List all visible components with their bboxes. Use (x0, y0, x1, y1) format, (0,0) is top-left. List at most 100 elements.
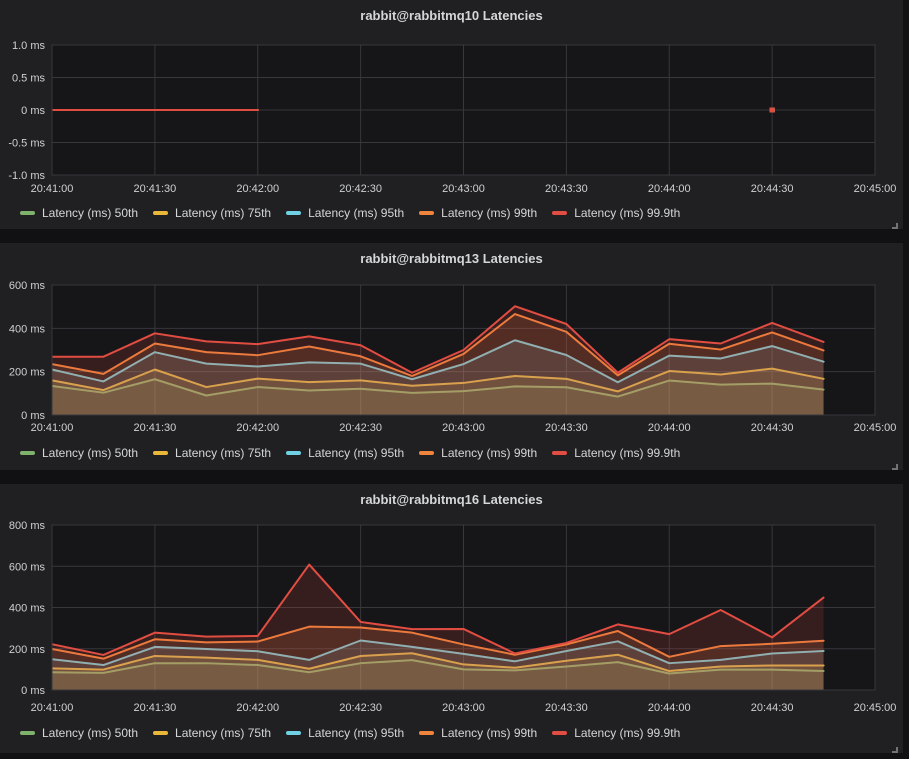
panel-rabbitmq10-latencies: rabbit@rabbitmq10 Latencies 20:41:00 20:4… (0, 0, 903, 229)
y-axis-tick-label: 0 ms (21, 410, 45, 422)
legend-item[interactable]: Latency (ms) 95th (286, 446, 404, 460)
legend-series-swatch-icon (20, 451, 35, 455)
legend-series-label: Latency (ms) 99th (441, 206, 538, 220)
chart-legend: Latency (ms) 50th Latency (ms) 75th Latenc… (20, 726, 695, 740)
legend-series-swatch-icon (20, 211, 35, 215)
series-latency-ms-99.9th (52, 305, 825, 415)
x-axis-tick-label: 20:42:00 (236, 702, 279, 714)
y-axis-tick-label: 600 ms (9, 280, 46, 292)
legend-item[interactable]: Latency (ms) 50th (20, 446, 138, 460)
panel-title[interactable]: rabbit@rabbitmq16 Latencies (360, 492, 543, 507)
y-axis-tick-label: 1.0 ms (12, 40, 46, 52)
y-axis-labels: -1.0 ms -0.5 ms 0 ms 0.5 ms 1.0 ms (8, 40, 45, 182)
y-axis-tick-label: 800 ms (9, 520, 46, 532)
x-axis-tick-label: 20:45:00 (854, 422, 897, 434)
series-latency-ms-75th (52, 652, 825, 690)
y-axis-tick-label: 400 ms (9, 323, 46, 335)
x-axis-tick-label: 20:44:30 (751, 422, 794, 434)
y-axis-tick-label: -1.0 ms (8, 170, 45, 182)
legend-series-swatch-icon (153, 451, 169, 455)
x-axis-tick-label: 20:43:00 (442, 702, 485, 714)
y-axis-tick-label: -0.5 ms (8, 138, 45, 150)
y-axis-tick-label: 0 ms (21, 685, 45, 697)
x-axis-tick-label: 20:44:00 (648, 183, 691, 195)
legend-item[interactable]: Latency (ms) 75th (153, 206, 271, 220)
isolated-data-point (769, 107, 775, 113)
legend-series-label: Latency (ms) 99.9th (574, 446, 681, 460)
panel-resize-handle[interactable] (889, 458, 899, 470)
panel-title[interactable]: rabbit@rabbitmq13 Latencies (360, 251, 543, 266)
legend-item[interactable]: Latency (ms) 99th (419, 206, 537, 220)
legend-series-label: Latency (ms) 99.9th (574, 726, 681, 740)
x-axis-tick-label: 20:44:30 (751, 702, 794, 714)
legend-series-label: Latency (ms) 75th (175, 206, 272, 220)
y-axis-labels: 0 ms 200 ms 400 ms 600 ms (9, 280, 46, 422)
panel-rabbitmq13-latencies: rabbit@rabbitmq13 Latencies 20:41:00 20:4… (0, 243, 903, 470)
panel-resize-handle[interactable] (889, 741, 899, 753)
legend-series-label: Latency (ms) 50th (42, 726, 139, 740)
legend-item[interactable]: Latency (ms) 50th (20, 726, 138, 740)
legend-series-swatch-icon (153, 731, 169, 735)
legend-series-swatch-icon (419, 731, 435, 735)
legend-item[interactable]: Latency (ms) 95th (286, 726, 404, 740)
x-axis-tick-label: 20:44:00 (648, 702, 691, 714)
panel-rabbitmq16-latencies: rabbit@rabbitmq16 Latencies 20:41:00 20:4… (0, 484, 903, 753)
x-axis-tick-label: 20:42:00 (236, 422, 279, 434)
y-axis-tick-label: 0 ms (21, 105, 45, 117)
x-axis-tick-label: 20:43:30 (545, 702, 588, 714)
x-axis-tick-label: 20:45:00 (854, 702, 897, 714)
legend-series-label: Latency (ms) 95th (308, 206, 405, 220)
x-axis-labels: 20:41:00 20:41:30 20:42:00 20:42:30 20:43:00… (31, 422, 897, 434)
legend-item[interactable]: Latency (ms) 99th (419, 726, 537, 740)
legend-series-swatch-icon (20, 731, 35, 735)
x-axis-labels: 20:41:00 20:41:30 20:42:00 20:42:30 20:43:00… (31, 183, 897, 195)
x-axis-tick-label: 20:41:00 (31, 702, 74, 714)
series-latency-ms-99th (52, 313, 825, 415)
x-axis-tick-label: 20:41:00 (31, 183, 74, 195)
panel-title[interactable]: rabbit@rabbitmq10 Latencies (360, 8, 543, 23)
x-axis-tick-label: 20:44:00 (648, 422, 691, 434)
series-latency-ms-99.9th (52, 563, 825, 690)
legend-item[interactable]: Latency (ms) 75th (153, 446, 271, 460)
legend-series-swatch-icon (286, 731, 302, 735)
series-latency-ms-95th (52, 639, 825, 690)
legend-series-swatch-icon (552, 211, 568, 215)
x-axis-tick-label: 20:43:30 (545, 422, 588, 434)
legend-item[interactable]: Latency (ms) 99.9th (552, 446, 680, 460)
y-axis-tick-label: 200 ms (9, 644, 46, 656)
x-axis-tick-label: 20:42:30 (339, 183, 382, 195)
legend-item[interactable]: Latency (ms) 95th (286, 206, 404, 220)
legend-item[interactable]: Latency (ms) 50th (20, 206, 138, 220)
x-axis-labels: 20:41:00 20:41:30 20:42:00 20:42:30 20:43:00… (31, 702, 897, 714)
legend-item[interactable]: Latency (ms) 99.9th (552, 206, 680, 220)
legend-series-label: Latency (ms) 95th (308, 446, 405, 460)
y-axis-tick-label: 200 ms (9, 367, 46, 379)
x-axis-tick-label: 20:44:30 (751, 183, 794, 195)
series-latency-ms-50th (52, 659, 825, 690)
y-axis-tick-label: 0.5 ms (12, 73, 46, 85)
legend-item[interactable]: Latency (ms) 75th (153, 726, 271, 740)
x-axis-tick-label: 20:42:30 (339, 702, 382, 714)
x-axis-tick-label: 20:43:00 (442, 422, 485, 434)
legend-series-label: Latency (ms) 99.9th (574, 206, 681, 220)
series-latency-ms-99.9th (52, 107, 775, 113)
legend-series-label: Latency (ms) 75th (175, 726, 272, 740)
legend-series-label: Latency (ms) 50th (42, 446, 139, 460)
y-axis-labels: 0 ms 200 ms 400 ms 600 ms 800 ms (9, 520, 46, 697)
x-axis-tick-label: 20:45:00 (854, 183, 897, 195)
y-axis-tick-label: 600 ms (9, 561, 46, 573)
series-latency-ms-95th (52, 339, 825, 415)
legend-series-swatch-icon (552, 731, 568, 735)
legend-series-label: Latency (ms) 75th (175, 446, 272, 460)
latency-chart-canvas[interactable]: 20:41:00 20:41:30 20:42:00 20:42:30 20:43:00… (0, 484, 903, 753)
panel-resize-handle[interactable] (889, 217, 899, 229)
latency-chart-canvas[interactable]: 20:41:00 20:41:30 20:42:00 20:42:30 20:43:00… (0, 243, 903, 470)
legend-item[interactable]: Latency (ms) 99th (419, 446, 537, 460)
legend-series-swatch-icon (153, 211, 169, 215)
legend-item[interactable]: Latency (ms) 99.9th (552, 726, 680, 740)
legend-series-label: Latency (ms) 99th (441, 446, 538, 460)
legend-series-swatch-icon (286, 451, 302, 455)
legend-series-label: Latency (ms) 95th (308, 726, 405, 740)
latency-chart-canvas[interactable]: 20:41:00 20:41:30 20:42:00 20:42:30 20:43:00… (0, 0, 903, 229)
